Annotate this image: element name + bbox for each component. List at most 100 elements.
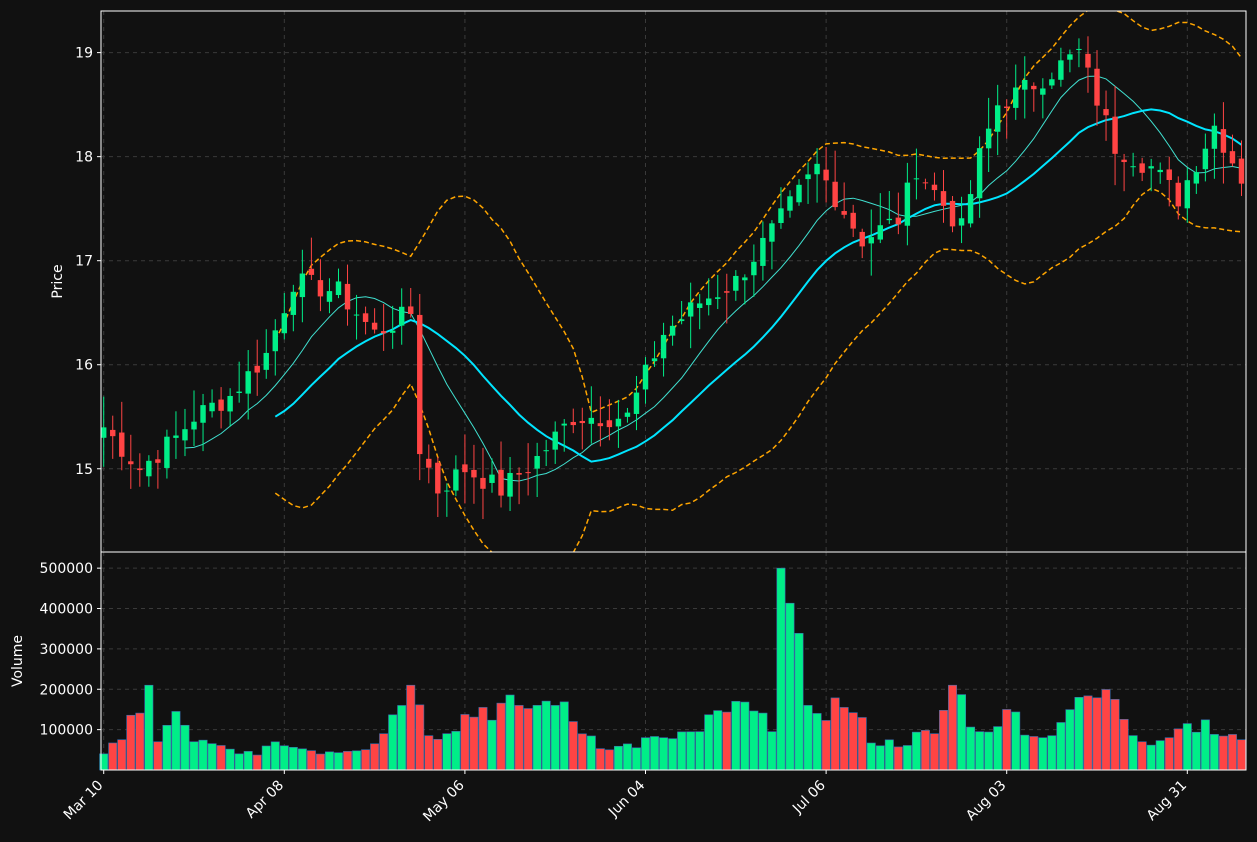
candle-body: [362, 313, 369, 322]
candle: [218, 387, 224, 429]
candle: [751, 244, 757, 297]
candle-body: [290, 291, 297, 315]
volume-bar: [704, 714, 714, 771]
candle-body: [110, 429, 116, 437]
volume-bar: [162, 725, 172, 771]
candle-body: [227, 395, 233, 412]
volume-bar: [541, 700, 551, 771]
volume-bar: [884, 739, 894, 771]
volume-bar: [1029, 736, 1039, 771]
volume-y-ticks: 100000 200000 300000 400000 500000: [40, 561, 101, 739]
candle: [543, 439, 549, 467]
candle-body: [913, 178, 920, 180]
volume-tick-label: 100000: [40, 723, 93, 739]
volume-bar: [677, 731, 687, 771]
candle-body: [389, 330, 396, 333]
candle: [994, 84, 1001, 156]
volume-bar: [469, 716, 479, 771]
candlesticks: [101, 36, 1245, 520]
volume-bar: [641, 737, 650, 771]
candle-body: [579, 420, 586, 424]
candle-body: [715, 297, 721, 299]
candle: [1157, 162, 1163, 184]
candle-body: [967, 194, 974, 224]
candle-body: [859, 231, 865, 247]
candle: [760, 221, 766, 281]
volume-bar: [424, 735, 434, 771]
candle-body: [769, 223, 775, 242]
volume-bar: [288, 747, 298, 771]
candle: [1013, 64, 1019, 120]
volume-bar: [713, 710, 723, 771]
candle: [380, 303, 387, 351]
candle-body: [922, 182, 929, 184]
candle-body: [453, 469, 459, 491]
volume-bar: [948, 684, 957, 771]
candle: [814, 148, 820, 203]
candle-body: [868, 237, 874, 244]
candle-body: [561, 423, 567, 426]
candle: [1148, 158, 1154, 192]
candle: [254, 339, 260, 396]
candle-body: [516, 473, 522, 475]
volume-bar: [902, 745, 912, 771]
candle: [669, 315, 676, 346]
candle: [579, 407, 586, 450]
candle-body: [263, 352, 269, 370]
candle-body: [1139, 163, 1145, 173]
candle: [227, 388, 233, 427]
volume-bar: [650, 736, 659, 771]
volume-bar: [1074, 697, 1084, 771]
candle-body: [805, 174, 811, 180]
candle: [408, 287, 414, 318]
candle: [895, 192, 902, 235]
candle-body: [687, 302, 694, 317]
upper-band-line: [274, 11, 1243, 414]
candle-body: [164, 436, 170, 468]
short-moving-average-line: [184, 75, 1242, 482]
candle-body: [281, 313, 288, 334]
candle: [931, 172, 938, 201]
volume-bar: [406, 684, 416, 771]
bollinger-bands: [274, 11, 1243, 552]
candle-body: [1202, 148, 1209, 170]
candle: [606, 399, 613, 441]
candle-body: [507, 472, 513, 497]
volume-bar: [559, 701, 569, 771]
volume-panel: 100000 200000 300000 400000 500000 Volume: [10, 551, 1247, 771]
candle-body: [534, 456, 540, 469]
candle: [1040, 78, 1046, 119]
candle: [1085, 36, 1091, 93]
candle: [1049, 72, 1055, 90]
candle-body: [1175, 182, 1181, 207]
volume-bar: [270, 741, 280, 771]
candle: [1220, 102, 1227, 184]
candle-body: [1022, 79, 1028, 90]
volume-bar: [442, 733, 452, 771]
candle: [525, 443, 531, 496]
candle-body: [254, 365, 260, 373]
candle: [859, 228, 865, 259]
candle-body: [642, 364, 649, 390]
candle: [841, 182, 847, 219]
candle-body: [733, 275, 739, 291]
candle: [1229, 134, 1236, 167]
price-tick-label: 17: [75, 254, 93, 270]
volume-bar: [505, 694, 515, 771]
candle-body: [101, 427, 107, 438]
candle: [967, 180, 974, 228]
candle: [290, 284, 297, 332]
candle: [489, 458, 495, 493]
candle: [823, 146, 829, 203]
volume-bar: [911, 731, 921, 771]
candle-body: [1040, 88, 1046, 95]
volume-bar: [1218, 735, 1228, 771]
volume-bar: [1101, 689, 1111, 771]
candle: [362, 306, 369, 335]
volume-bar: [975, 731, 985, 771]
candle-body: [498, 469, 504, 496]
candle: [715, 274, 721, 310]
candle: [272, 319, 278, 376]
candle: [101, 396, 107, 467]
